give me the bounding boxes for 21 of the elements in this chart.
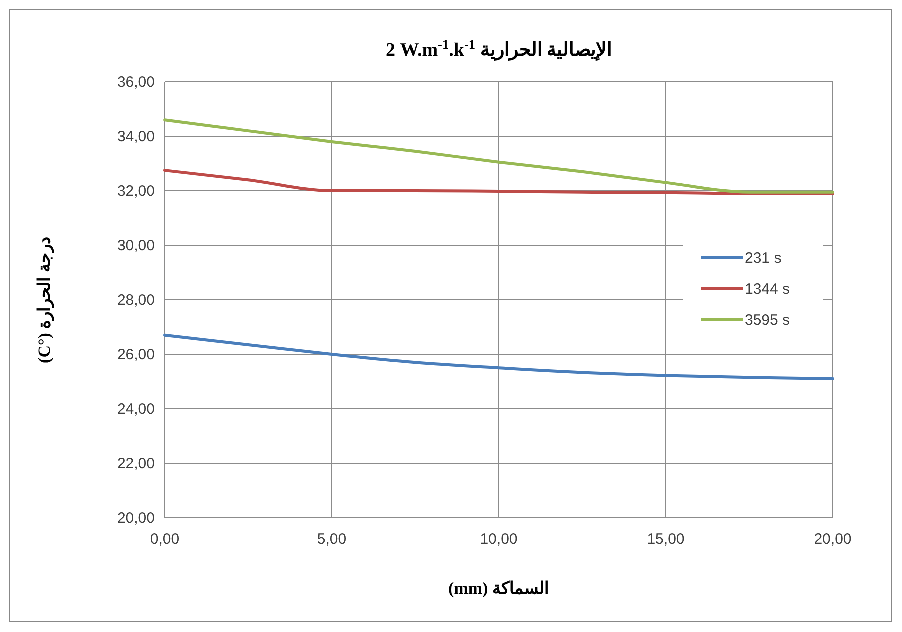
y-tick-label: 36,00 [117, 74, 155, 91]
x-tick-label: 15,00 [647, 531, 685, 548]
legend-label: 3595 s [745, 312, 790, 329]
line-series [164, 334, 834, 381]
y-tick-label: 34,00 [117, 128, 155, 146]
x-tick-label: 5,00 [317, 531, 347, 548]
y-tick-label: 32,00 [117, 183, 155, 200]
y-tick-label: 20,00 [117, 510, 155, 527]
line-series [164, 118, 834, 194]
y-tick-label: 26,00 [117, 346, 155, 364]
y-tick-label: 28,00 [117, 292, 155, 309]
y-axis-title: درجة الحرارة (°C) [35, 236, 55, 364]
y-tick-label: 22,00 [117, 456, 155, 472]
legend-label: 1344 s [745, 281, 790, 298]
y-tick-label: 30,00 [117, 238, 155, 254]
x-tick-label: 0,00 [150, 531, 180, 548]
x-tick-label: 10,00 [480, 531, 518, 548]
x-axis-title: السماكة (mm) [448, 579, 550, 598]
legend-label: 231 s [745, 250, 782, 267]
y-tick-label: 24,00 [117, 401, 155, 418]
x-tick-label: 20,00 [814, 531, 852, 548]
